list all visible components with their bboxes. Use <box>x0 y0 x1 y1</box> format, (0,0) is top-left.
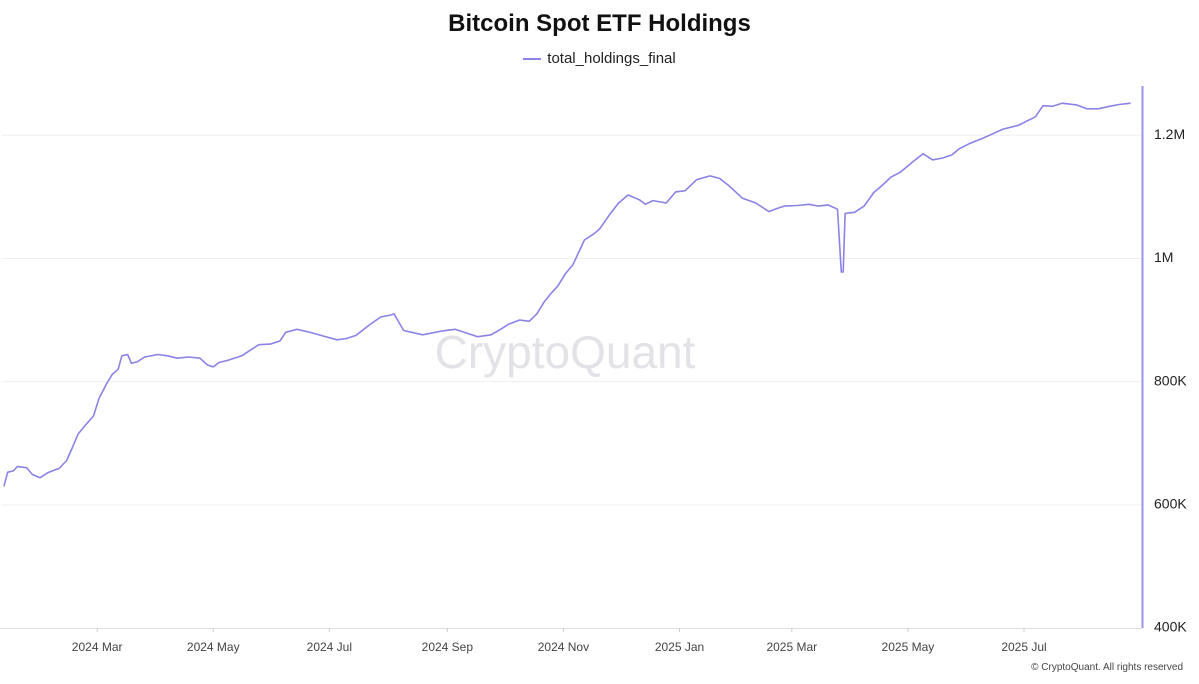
series-line-total-holdings-final <box>3 102 1131 487</box>
legend-label: total_holdings_final <box>547 50 676 67</box>
x-tick-label: 2024 May <box>187 640 240 654</box>
y-tick-label: 600K <box>1154 496 1187 512</box>
grid-lines <box>2 134 1142 506</box>
x-tick-label: 2025 Jan <box>655 640 704 654</box>
x-tick-label: 2025 Jul <box>1001 640 1046 654</box>
legend-line-icon <box>523 57 542 60</box>
y-tick-label: 800K <box>1154 372 1187 388</box>
y-tick-label: 1.2M <box>1154 126 1185 142</box>
x-axis-ticks: 2024 Mar 2024 May 2024 Jul 2024 Sep 2024 Nov… <box>72 628 1047 654</box>
chart-legend[interactable]: total_holdings_final <box>0 50 1199 67</box>
x-tick-label: 2024 Sep <box>422 640 474 654</box>
x-tick-label: 2024 Mar <box>72 640 123 654</box>
copyright-notice: © CryptoQuant. All rights reserved <box>1031 662 1183 673</box>
y-tick-label: 1M <box>1154 249 1173 265</box>
x-tick-label: 2025 Mar <box>766 640 817 654</box>
x-tick-label: 2025 May <box>882 640 935 654</box>
y-tick-label: 400K <box>1154 619 1187 635</box>
watermark: CryptoQuant <box>435 326 696 378</box>
x-tick-label: 2024 Nov <box>538 640 589 654</box>
y-axis-ticks: 400K 600K 800K 1M 1.2M <box>1154 126 1187 635</box>
x-tick-label: 2024 Jul <box>307 640 352 654</box>
chart-title: Bitcoin Spot ETF Holdings <box>448 10 751 37</box>
